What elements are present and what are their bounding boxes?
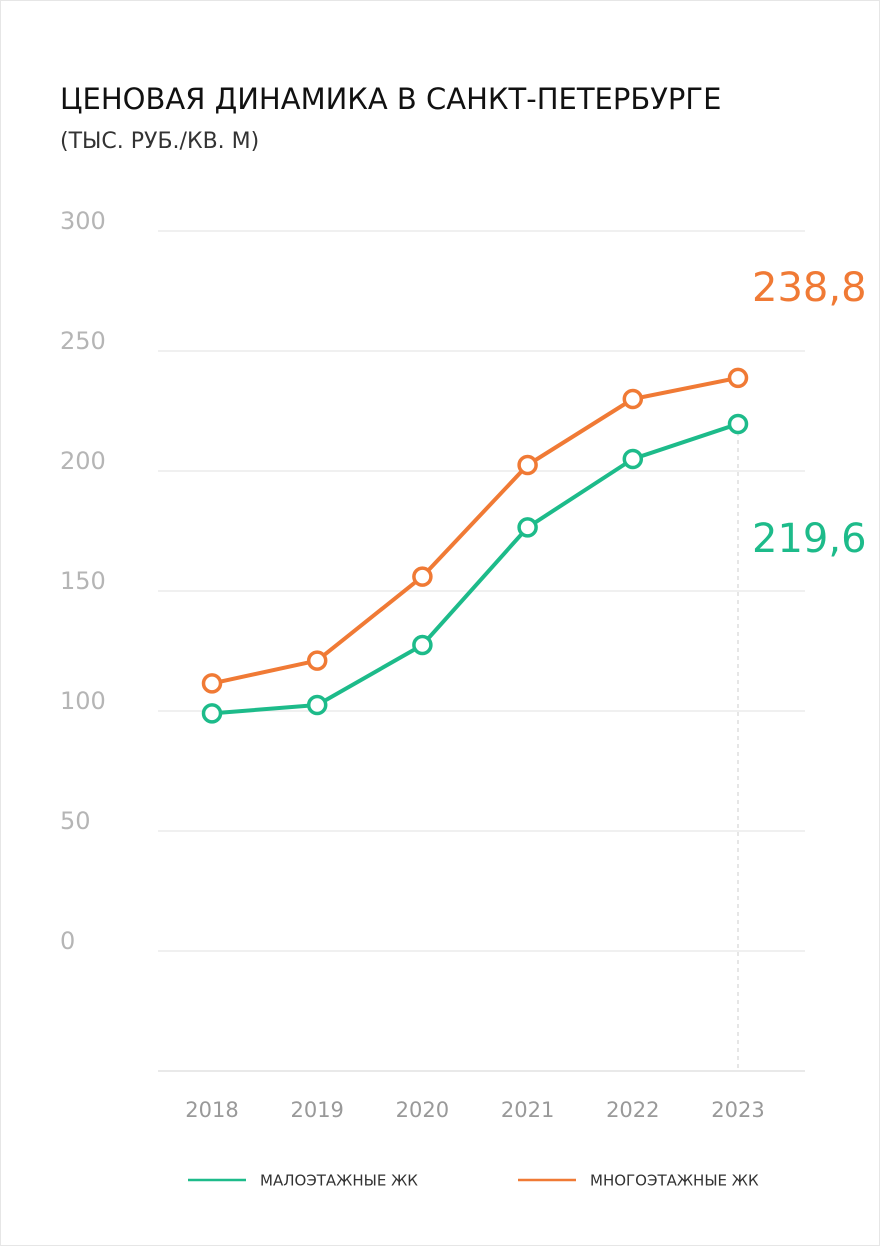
point (517, 454, 538, 476)
x-tick-label: 2022 (606, 1098, 659, 1122)
x-tick-label: 2023 (711, 1098, 764, 1122)
point (727, 413, 749, 435)
value-label: 219,6 (752, 516, 867, 562)
point (201, 703, 223, 724)
point (201, 673, 223, 694)
point (727, 367, 749, 389)
chart-subtitle: (ТЫС. РУБ./КВ. М) (60, 129, 259, 154)
legend-label: МАЛОЭТАЖНЫЕ ЖК (260, 1172, 418, 1190)
series-line (211, 375, 739, 686)
point (306, 694, 328, 716)
x-tick-label: 2018 (185, 1098, 238, 1122)
point (622, 388, 644, 410)
point (622, 448, 644, 470)
y-tick-label: 150 (60, 567, 106, 595)
point (412, 634, 433, 656)
chart-title: ЦЕНОВАЯ ДИНАМИКА В САНКТ-ПЕТЕРБУРГЕ (60, 82, 721, 116)
y-tick-label: 0 (60, 927, 75, 955)
y-tick-label: 200 (60, 447, 106, 475)
y-tick-label: 100 (60, 687, 106, 715)
y-tick-label: 250 (60, 327, 106, 355)
y-tick-label: 300 (60, 207, 106, 235)
legend-label: МНОГОЭТАЖНЫЕ ЖК (590, 1172, 759, 1190)
point (517, 517, 538, 538)
point (412, 566, 433, 587)
x-tick-label: 2021 (501, 1098, 554, 1122)
x-tick-label: 2020 (396, 1098, 449, 1122)
point (306, 650, 328, 671)
x-tick-label: 2019 (290, 1098, 343, 1122)
y-tick-label: 50 (60, 807, 91, 835)
series-line (211, 422, 739, 716)
value-label: 238,8 (752, 265, 867, 311)
